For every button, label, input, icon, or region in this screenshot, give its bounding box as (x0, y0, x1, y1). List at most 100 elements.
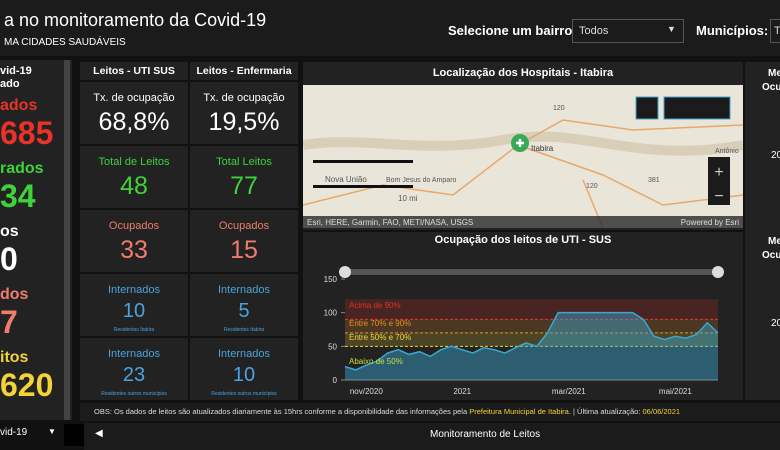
column-header: Leitos - UTI SUS (80, 62, 188, 80)
button[interactable] (64, 424, 84, 446)
line (344, 311, 719, 371)
place: Bom Jesus do Amparo (386, 177, 457, 184)
panel-sub: Ocupa (762, 82, 780, 93)
metric-label: Tx. de ocupação (93, 92, 175, 104)
scale-bar (313, 185, 413, 188)
road-label: 120 (586, 183, 598, 190)
metric-cell: Ocupados 33 (80, 210, 188, 272)
band-label: Entre 70% e 90% (349, 319, 411, 328)
slider-handle[interactable] (339, 266, 351, 278)
metric-cell: Internados 10 Residentes Itabira (80, 274, 188, 336)
footer (80, 403, 780, 421)
metric-value: 77 (230, 172, 258, 200)
date: 06/06/2021 (642, 407, 681, 416)
metric-value: 33 (120, 236, 148, 264)
chart-title: Ocupação dos leitos de UTI - SUS (435, 234, 612, 246)
y-tick-label: 0 (333, 376, 338, 385)
metric-label: Total de Leitos (98, 156, 170, 168)
metric-value: 10 (122, 300, 146, 322)
heading: vid-19 (0, 65, 32, 77)
note: . | Última atualização: (568, 407, 643, 416)
tab-prev[interactable]: ◀ (95, 428, 103, 439)
icon-cross (516, 139, 524, 147)
slider-handle[interactable] (712, 266, 724, 278)
link[interactable]: Prefeitura Municipal de Itabira (469, 407, 569, 416)
band-label: Acima de 90% (349, 301, 401, 310)
metric-label: Internados (218, 284, 270, 296)
map-tools[interactable]: +− (635, 96, 731, 205)
tab-bar (84, 423, 780, 450)
y-tick-label: 50 (328, 342, 337, 351)
terrain (303, 131, 743, 156)
place: Antônio (715, 148, 739, 155)
x-tick-label: 2021 (453, 387, 471, 396)
metric-cell: Total Leitos 77 (190, 146, 298, 208)
band-label: Abaixo de 50% (349, 357, 403, 366)
stat-value: 7 (0, 304, 18, 340)
map-title: Localização dos Hospitais - Itabira (432, 67, 614, 79)
left-panel (0, 60, 72, 420)
selector[interactable]: vid-19 (0, 427, 28, 438)
stat-label: ados (0, 97, 38, 114)
column-header: Leitos - Enfermaria (190, 62, 298, 80)
road (517, 119, 743, 146)
tab[interactable]: Monitoramento de Leitos (430, 429, 541, 440)
map[interactable]: 10 mi Itabira Nova União Bom Jesus do Am… (303, 85, 743, 228)
metric-cell: Ocupados 15 (190, 210, 298, 272)
stat-value: 0 (0, 241, 18, 277)
metric-value: 19,5% (208, 108, 280, 136)
right-panel (745, 62, 780, 400)
panel-value: 20 (771, 150, 780, 161)
scale-bar (313, 160, 413, 163)
dropdown[interactable]: Ta (770, 19, 780, 43)
stat-value: 685 (0, 115, 54, 151)
panel-value: 20 (771, 318, 780, 329)
attribution-bar (303, 216, 743, 228)
metric-value: 15 (230, 236, 258, 264)
svg-text:+: + (714, 164, 723, 181)
x-tick-label: mar/2021 (552, 387, 586, 396)
stat-value: 34 (0, 178, 36, 214)
place: Itabira (531, 144, 554, 153)
arrow: ▼ (48, 427, 56, 436)
metric-value: 23 (122, 364, 146, 386)
chart-panel (303, 232, 743, 400)
band (345, 319, 718, 333)
title: a no monitoramento da Covid-19 (4, 10, 267, 30)
metric-label: Ocupados (108, 220, 160, 232)
x-tick-label: nov/2020 (350, 387, 383, 396)
road-label: 381 (648, 177, 660, 184)
heading: ado (0, 78, 20, 90)
place: Nova União (325, 175, 367, 184)
stat-label: os (0, 223, 19, 240)
panel-title: Me (768, 236, 780, 247)
scrollbar[interactable] (64, 60, 70, 420)
stat-label: itos (0, 349, 29, 366)
band-label: Entre 50% e 70% (349, 333, 411, 342)
filter-label: Municípios: (696, 23, 769, 38)
area (345, 312, 718, 380)
metric-cell: Internados 10 Residentes outros municípios (190, 338, 298, 400)
metric-note: Residentes outros municípios (101, 391, 167, 397)
powered-by: Powered by Esri (681, 218, 739, 227)
metric-cell: Tx. de ocupação 68,8% (80, 82, 188, 144)
metric-note: Residentes Itabira (223, 327, 265, 333)
x-tick-label: mai/2021 (659, 387, 692, 396)
metric-label: Internados (218, 348, 270, 360)
dropdown[interactable]: Todos ▼ (572, 19, 684, 43)
metric-label: Tx. de ocupação (203, 92, 285, 104)
band (345, 332, 718, 347)
dropdown-value: Todos (579, 25, 609, 37)
y-tick-label: 100 (324, 309, 338, 318)
metric-value: 68,8% (98, 108, 170, 136)
metric-label: Total Leitos (216, 156, 272, 168)
metric-note: Residentes outros municípios (211, 391, 277, 397)
svg-text:−: − (714, 188, 723, 205)
y-tick-label: 150 (324, 275, 338, 284)
filter-label: Selecione um bairro: (448, 23, 577, 38)
metric-label: Internados (108, 348, 160, 360)
stat-label: rados (0, 160, 44, 177)
note: OBS: Os dados de leitos são atualizados … (94, 407, 470, 416)
